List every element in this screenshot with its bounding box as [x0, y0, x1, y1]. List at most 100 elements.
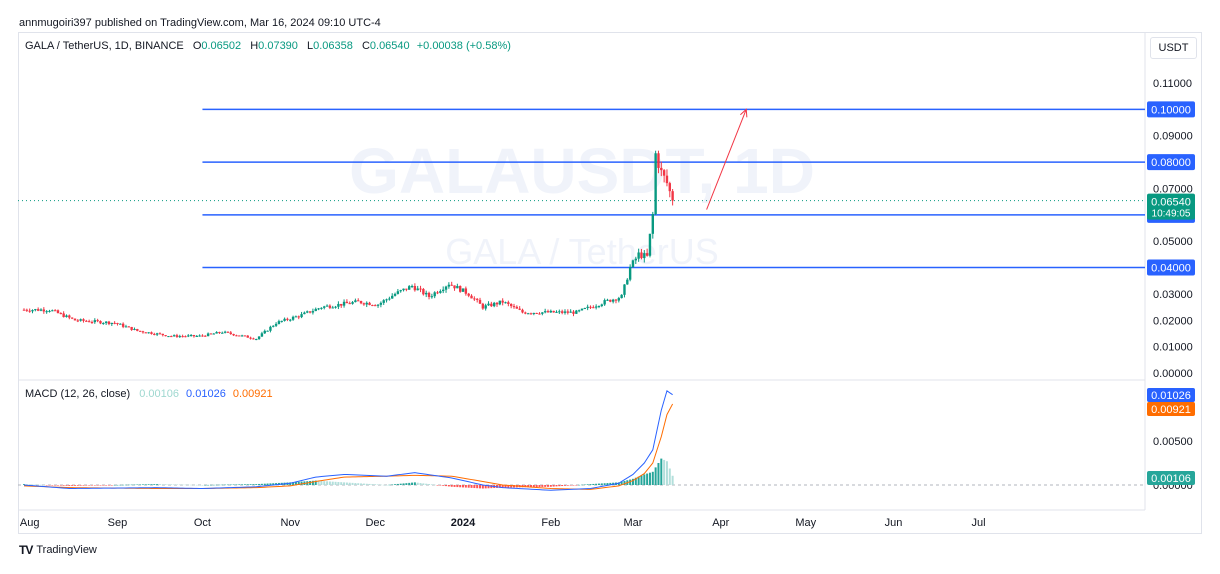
- candle-body: [272, 325, 275, 327]
- macd-histogram-bar: [385, 485, 388, 486]
- macd-histogram-bar: [575, 485, 578, 486]
- macd-histogram-bar: [654, 467, 657, 485]
- candle-body: [274, 323, 278, 326]
- candle-body: [589, 306, 592, 308]
- macd-histogram-bar: [583, 484, 586, 485]
- candle-body: [187, 335, 190, 337]
- macd-legend[interactable]: MACD (12, 26, close) 0.00106 0.01026 0.0…: [25, 388, 273, 400]
- macd-histogram-bar: [510, 485, 513, 488]
- macd-histogram-bar: [530, 485, 533, 488]
- candle-body: [487, 303, 490, 306]
- macd-histogram-bar: [133, 484, 136, 486]
- macd-histogram-bar: [150, 484, 153, 485]
- macd-histogram-bar: [348, 482, 351, 485]
- arrow-drawing[interactable]: [706, 108, 748, 210]
- candle-body: [36, 309, 40, 311]
- macd-histogram-bar: [99, 485, 102, 486]
- macd-histogram-bar: [187, 484, 190, 486]
- candle-body: [507, 302, 510, 304]
- symbol-legend[interactable]: GALA / TetherUS, 1D, BINANCE O0.06502 H0…: [25, 40, 511, 52]
- candle-body: [456, 285, 459, 289]
- macd-histogram-bar: [190, 484, 193, 486]
- candle-body: [430, 296, 434, 298]
- price-tick-label: 0.01000: [1153, 342, 1193, 354]
- candle-body: [631, 260, 635, 268]
- candle-body: [408, 286, 411, 290]
- macd-signal-value: 0.00921: [232, 388, 273, 400]
- macd-histogram-bar: [73, 485, 76, 486]
- candle-body: [334, 306, 337, 308]
- macd-histogram-bar: [524, 485, 527, 488]
- candle-body: [340, 303, 343, 306]
- macd-histogram-bar: [535, 485, 538, 488]
- macd-histogram-bar: [620, 481, 623, 485]
- macd-histogram-bar: [90, 485, 93, 486]
- candle-body: [413, 286, 417, 291]
- macd-histogram-bar: [643, 474, 646, 485]
- candle-body: [260, 333, 264, 337]
- macd-histogram-bar: [76, 485, 79, 486]
- candle-body: [374, 305, 377, 307]
- macd-histogram-bar: [139, 484, 142, 485]
- chart-container: [18, 32, 1202, 534]
- tradingview-logo-icon: TV: [19, 543, 33, 557]
- candle-body: [470, 295, 473, 299]
- candle-body: [586, 306, 589, 309]
- candle-body: [294, 316, 298, 318]
- tradingview-logo[interactable]: TV TradingView: [19, 543, 97, 557]
- candle-body: [116, 323, 119, 325]
- macd-histogram-bar: [563, 485, 566, 486]
- watermark: GALAUSDT, 1D GALA / TetherUS: [349, 135, 815, 272]
- candle-body: [592, 307, 595, 309]
- macd-histogram-bar: [399, 483, 402, 485]
- symbol-name[interactable]: GALA / TetherUS, 1D, BINANCE: [25, 40, 184, 52]
- candle-body: [73, 318, 77, 321]
- open-value: 0.06502: [201, 40, 242, 52]
- macd-histogram-bar: [425, 483, 428, 485]
- macd-title[interactable]: MACD (12, 26, close): [25, 388, 131, 400]
- candle-body: [436, 292, 439, 294]
- candle-body: [70, 317, 74, 319]
- time-axis[interactable]: Aug Sep Oct Nov Dec 2024 Feb Mar Apr May Jun Jul: [20, 517, 986, 529]
- macd-histogram-bar: [555, 485, 558, 487]
- macd-histogram-bar: [558, 485, 561, 487]
- candle-body: [306, 311, 309, 313]
- candle-body: [526, 313, 530, 315]
- macd-histogram-bar: [450, 485, 453, 487]
- macd-histogram-bar: [419, 483, 422, 485]
- trend-arrow-line[interactable]: [706, 109, 747, 210]
- currency-button[interactable]: USDT: [1150, 37, 1197, 59]
- high-value: 0.07390: [258, 40, 298, 52]
- candle-body: [651, 214, 654, 234]
- candle-body: [45, 311, 48, 313]
- macd-histogram-bar: [603, 483, 606, 485]
- macd-histogram-bar: [122, 484, 125, 486]
- candle-body: [201, 335, 204, 337]
- macd-histogram-bar: [374, 484, 377, 485]
- horizontal-levels[interactable]: [202, 108, 1145, 269]
- macd-histogram-bar: [246, 484, 249, 485]
- price-axis[interactable]: 0.110000.100000.090000.080000.070000.060…: [1153, 78, 1193, 380]
- candle-body: [597, 305, 601, 307]
- candle-body: [558, 311, 561, 313]
- time-tick-label: Feb: [541, 517, 560, 529]
- macd-histogram-bar: [541, 485, 544, 487]
- candle-body: [96, 320, 99, 322]
- candle-body: [124, 326, 128, 328]
- candle-body: [645, 253, 649, 256]
- macd-histogram-bar: [167, 484, 170, 485]
- candle-body: [478, 299, 482, 304]
- macd-histogram-bar: [144, 484, 147, 485]
- candle-body: [144, 332, 147, 334]
- candle-body: [167, 336, 170, 338]
- macd-histogram-bar: [232, 484, 235, 485]
- macd-histogram-bar: [153, 484, 156, 485]
- candle-body: [611, 299, 615, 302]
- candle-body: [637, 252, 640, 259]
- macd-histogram-bar: [173, 484, 176, 485]
- candle-body: [90, 322, 94, 324]
- macd-value-label: 0.00921: [1151, 404, 1191, 416]
- candle-body: [178, 336, 181, 338]
